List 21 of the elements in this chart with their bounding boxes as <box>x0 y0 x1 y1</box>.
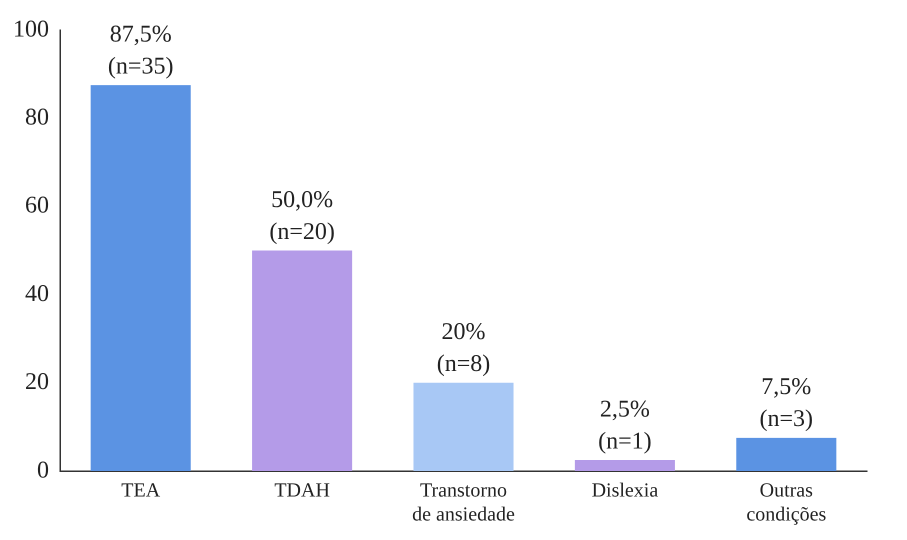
x-tick-label: Dislexia <box>592 479 658 502</box>
bar <box>574 460 675 471</box>
y-tick-label: 40 <box>25 280 49 307</box>
data-label: 20% (n=8) <box>436 319 490 378</box>
bar <box>90 85 191 471</box>
bar <box>413 382 514 471</box>
data-label: 87,5% (n=35) <box>108 21 174 80</box>
data-label: 7,5% (n=3) <box>760 374 814 432</box>
data-label: 2,5% (n=1) <box>598 396 652 454</box>
x-tick-label: TDAH <box>274 479 330 502</box>
y-tick-label: 80 <box>25 104 49 130</box>
bar <box>252 250 352 471</box>
y-tick-label: 20 <box>25 369 49 396</box>
x-tick-label: TEA <box>121 479 161 502</box>
y-tick-label: 60 <box>25 192 49 219</box>
x-tick-label: Outras condições <box>746 479 826 526</box>
x-tick-label: Transtorno de ansiedade <box>412 479 515 526</box>
y-tick-label: 100 <box>13 16 49 42</box>
bar <box>736 438 836 471</box>
y-tick-label: 0 <box>37 457 49 484</box>
data-label: 50,0% (n=20) <box>269 186 335 245</box>
